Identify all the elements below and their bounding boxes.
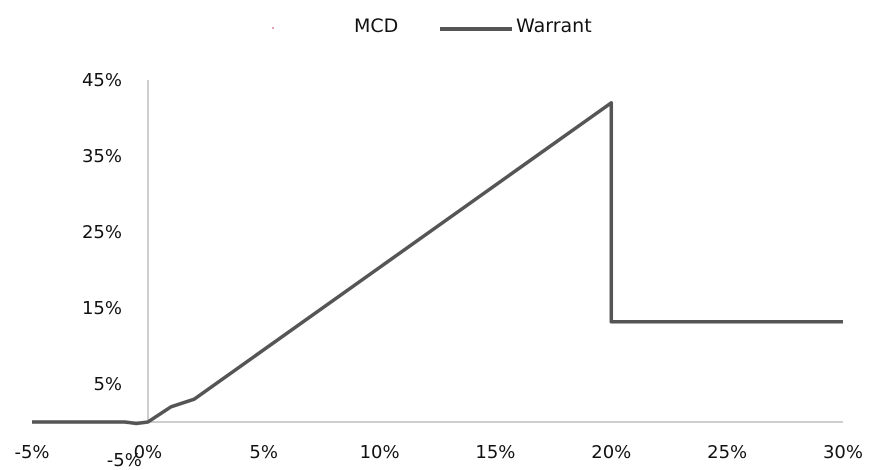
y-tick-label: 5% bbox=[93, 374, 122, 395]
y-tick-label: 35% bbox=[82, 146, 122, 167]
x-tick-label: 10% bbox=[360, 442, 400, 463]
legend-label-warrant: Warrant bbox=[516, 15, 592, 37]
x-tick-labels: -5% 0% 5% 10% 15% 20% 25% 30%-5% bbox=[14, 442, 863, 470]
x-tick-label-extra: -5% bbox=[107, 450, 142, 470]
series-layer bbox=[32, 101, 843, 426]
y-tick-label: 25% bbox=[82, 222, 122, 243]
y-tick-label: 45% bbox=[82, 70, 122, 91]
x-tick-label: 20% bbox=[591, 442, 631, 463]
x-tick-label: -5% bbox=[14, 442, 49, 463]
legend: MCD Warrant bbox=[272, 15, 592, 37]
legend-label-mcd: MCD bbox=[354, 15, 398, 37]
y-tick-label: 15% bbox=[82, 298, 122, 319]
x-tick-label: 25% bbox=[707, 442, 747, 463]
x-tick-label: 15% bbox=[475, 442, 515, 463]
x-tick-label: 30% bbox=[823, 442, 863, 463]
x-tick-label: 5% bbox=[249, 442, 278, 463]
x-tick-label: 0% bbox=[134, 442, 163, 463]
series-line-warrant bbox=[32, 101, 843, 426]
axes bbox=[32, 80, 843, 423]
y-tick-labels: 5% 15% 25% 35% 45% bbox=[82, 70, 122, 395]
